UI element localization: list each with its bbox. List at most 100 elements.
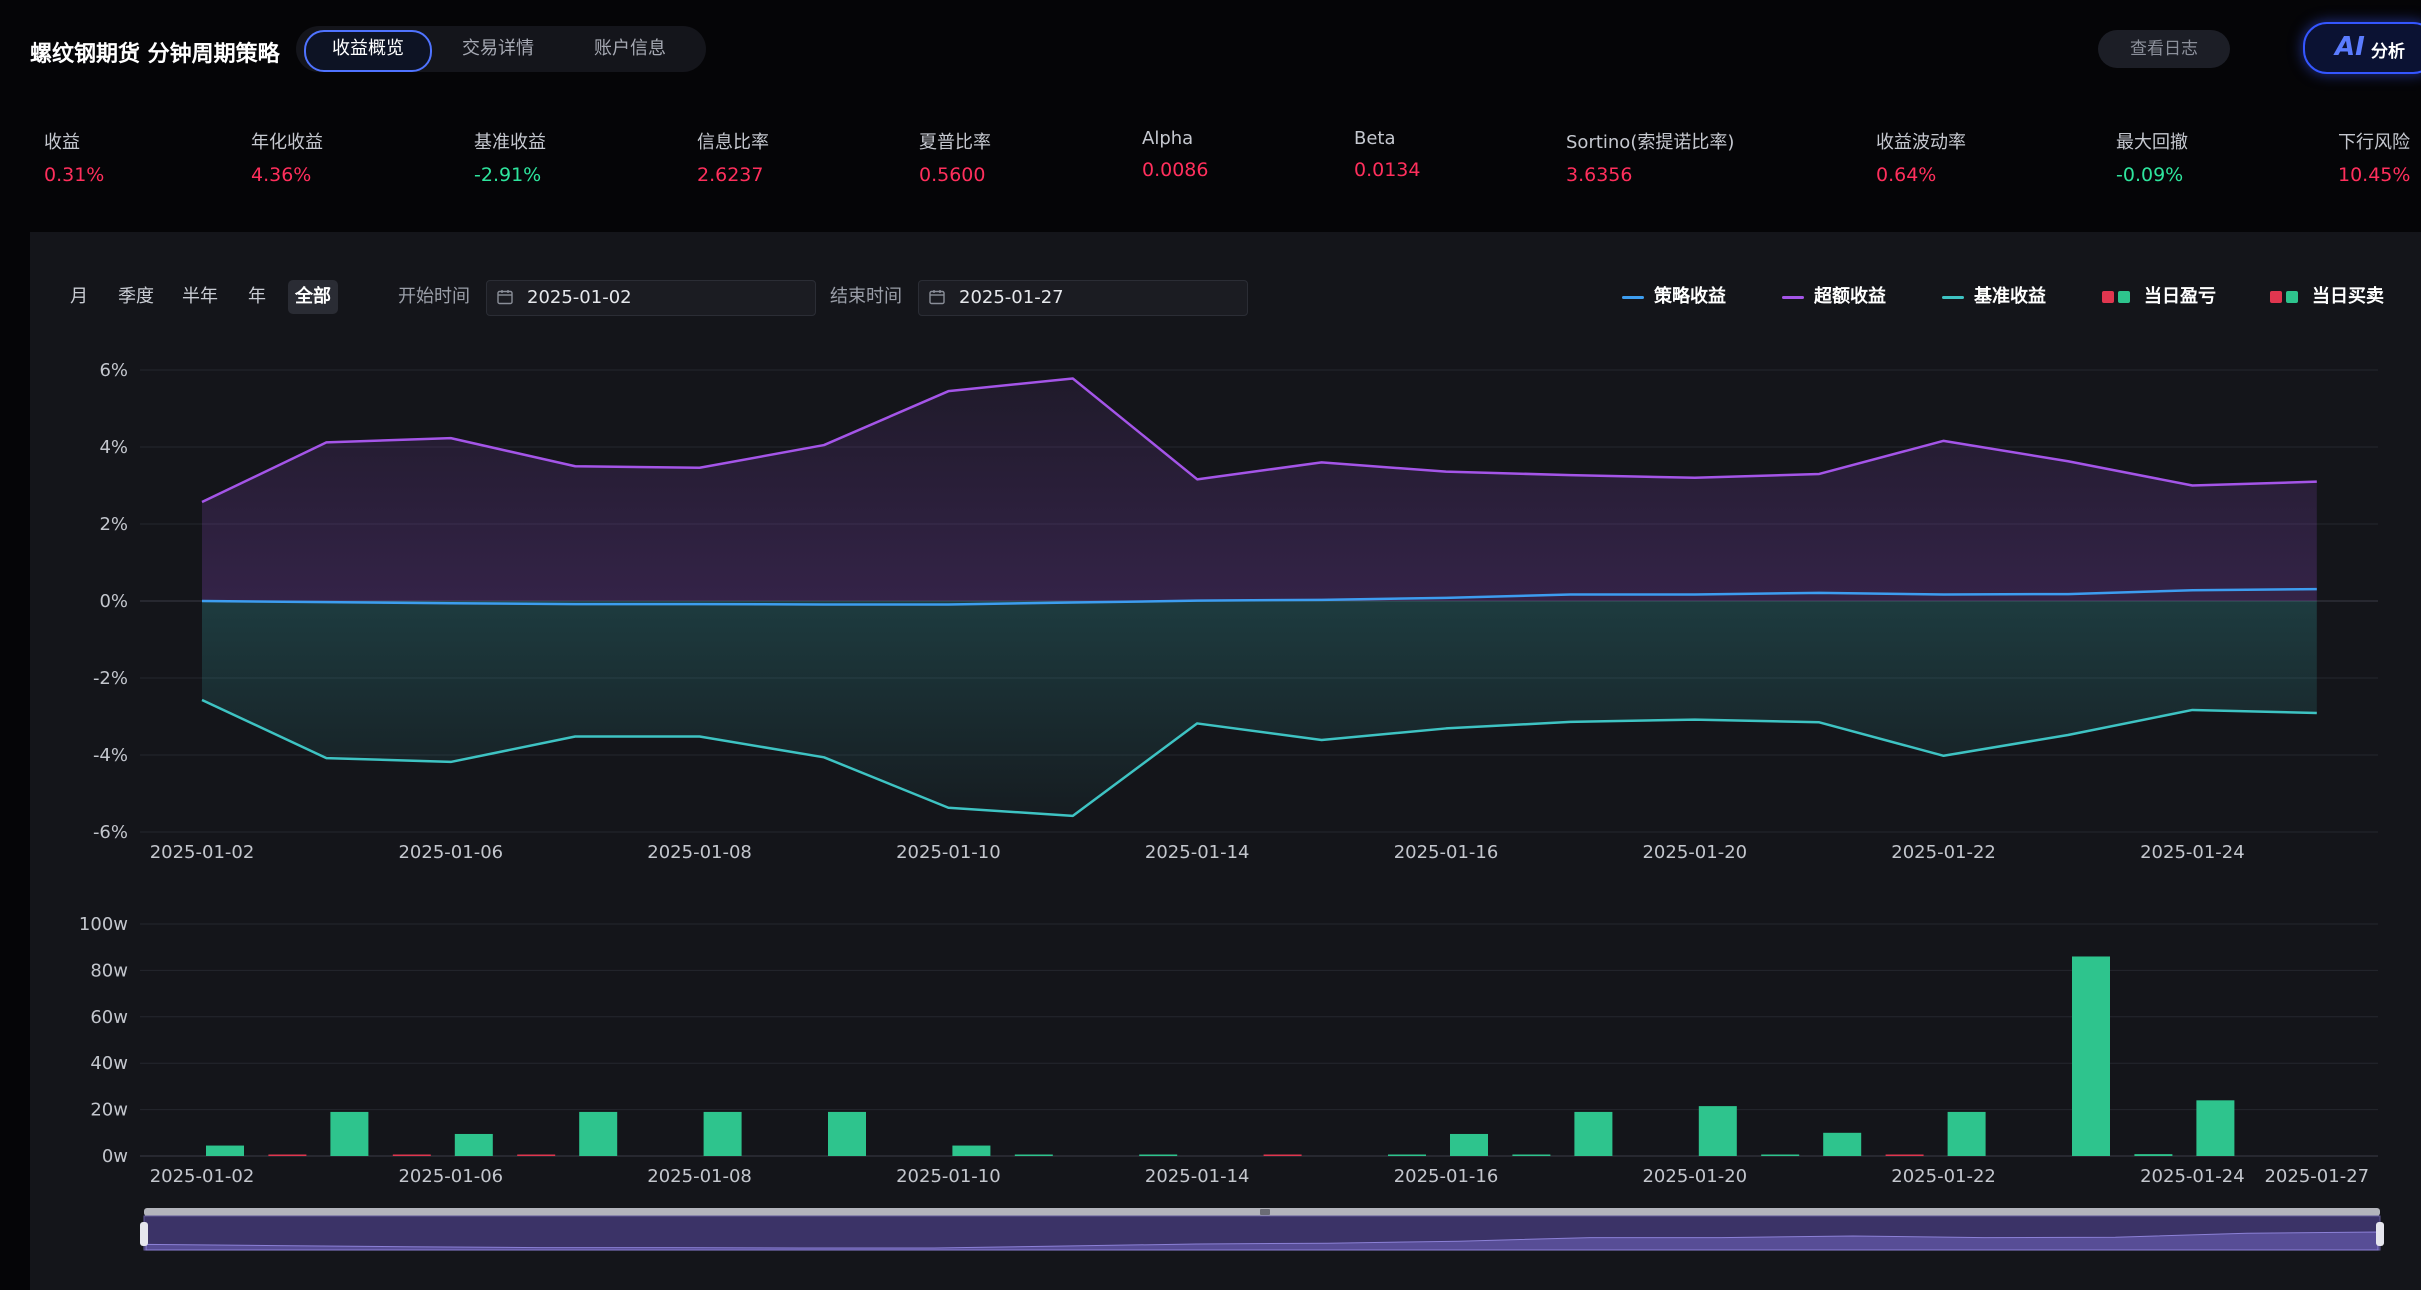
legend-strategy-label: 策略收益 — [1654, 286, 1726, 307]
ai-logo-icon: AI — [2335, 32, 2365, 62]
legend-excess-marker — [1782, 296, 1804, 299]
pnl-bar — [1761, 1154, 1800, 1156]
period-quarter[interactable]: 季度 — [118, 286, 154, 307]
x-tick-label: 2025-01-24 — [2140, 842, 2245, 863]
metric-label: 下行风险 — [2338, 132, 2410, 153]
metric-value: 4.36% — [251, 164, 312, 186]
trade-bar — [828, 1111, 866, 1156]
metric-label: 收益 — [44, 132, 80, 153]
y-tick-label: 0% — [99, 591, 128, 612]
app-title: 螺纹钢期货 分钟周期策略 — [30, 42, 280, 67]
end-date-label: 结束时间 — [830, 286, 902, 307]
range-handle-left — [140, 1222, 148, 1246]
pnl-bar — [1014, 1154, 1053, 1156]
y-tick-label: 0w — [102, 1146, 128, 1167]
metric-information-ratio: 信息比率 2.6237 — [697, 128, 769, 186]
metric-label: 夏普比率 — [919, 132, 991, 153]
trade-bar — [330, 1111, 369, 1156]
pnl-bar — [517, 1154, 556, 1156]
x-tick-label: 2025-01-06 — [398, 1166, 503, 1187]
y-tick-label: 60w — [90, 1007, 128, 1028]
metric-alpha: Alpha 0.0086 — [1142, 128, 1208, 181]
start-date-value: 2025-01-02 — [527, 287, 632, 308]
metric-value: 3.6356 — [1566, 164, 1633, 186]
excess-area — [202, 378, 2317, 601]
trade-bar — [1947, 1111, 1986, 1156]
x-tick-label: 2025-01-16 — [1394, 1166, 1499, 1187]
metric-label: 年化收益 — [251, 132, 323, 153]
trade-bar — [454, 1133, 493, 1156]
metric-label: Beta — [1354, 128, 1396, 149]
start-date-label: 开始时间 — [398, 286, 470, 307]
y-tick-label: -4% — [93, 745, 128, 766]
legend-daily-pnl[interactable]: 当日盈亏 — [2102, 284, 2216, 310]
ai-analysis-button[interactable]: AI 分析 — [2303, 22, 2421, 74]
y-tick-label: 100w — [79, 914, 128, 935]
y-tick-label: 40w — [90, 1053, 128, 1074]
metric-annual-return: 年化收益 4.36% — [251, 128, 323, 186]
view-log-button[interactable]: 查看日志 — [2098, 30, 2230, 68]
top-bar: 螺纹钢期货 分钟周期策略 收益概览 交易详情 账户信息 查看日志 AI 分析 — [0, 0, 2421, 100]
legend-benchmark[interactable]: 基准收益 — [1942, 284, 2046, 310]
y-tick-label: 20w — [90, 1100, 128, 1121]
pnl-bar — [1512, 1154, 1551, 1156]
start-date-input[interactable]: 2025-01-02 — [486, 280, 816, 316]
metric-label: 最大回撤 — [2116, 132, 2188, 153]
y-tick-label: 2% — [99, 514, 128, 535]
trade-bar — [703, 1111, 742, 1156]
legend-benchmark-marker — [1942, 296, 1964, 299]
pnl-bar — [2134, 1154, 2173, 1156]
range-slider-preview — [145, 1231, 2379, 1251]
period-year[interactable]: 年 — [248, 286, 266, 307]
x-tick-label: 2025-01-06 — [398, 842, 503, 863]
period-month[interactable]: 月 — [70, 286, 88, 307]
benchmark-line — [201, 698, 2317, 818]
metric-label: Alpha — [1142, 128, 1194, 149]
metric-label: Sortino(索提诺比率) — [1566, 132, 1735, 153]
returns-chart: -6% -4% -2% 0% 2% 4% 6% 2025-01-02 2025-01-06 202… — [79, 360, 2384, 1251]
trade-bar — [2072, 956, 2110, 1156]
pnl-bar — [1885, 1154, 1924, 1156]
legend-daily-pnl-label: 当日盈亏 — [2144, 286, 2216, 307]
x-tick-label: 2025-01-20 — [1642, 842, 1747, 863]
strategy-line — [201, 587, 2317, 606]
metric-beta: Beta 0.0134 — [1354, 128, 1420, 181]
range-handle-right — [2376, 1222, 2384, 1246]
metric-downside-risk: 下行风险 10.45% — [2338, 128, 2410, 186]
legend-profit-marker — [2118, 291, 2130, 303]
y-tick-label: -2% — [93, 668, 128, 689]
metric-volatility: 收益波动率 0.64% — [1876, 128, 1966, 186]
x-tick-label: 2025-01-14 — [1145, 1166, 1250, 1187]
range-drag-icon — [1260, 1209, 1270, 1215]
tab-trade-details[interactable]: 交易详情 — [462, 38, 534, 59]
x-tick-label: 2025-01-24 — [2140, 1166, 2245, 1187]
metric-value: 0.5600 — [919, 164, 986, 186]
pnl-bar — [1388, 1154, 1426, 1156]
legend-excess[interactable]: 超额收益 — [1782, 284, 1886, 310]
period-half-year[interactable]: 半年 — [182, 286, 218, 307]
legend-benchmark-label: 基准收益 — [1974, 286, 2046, 307]
period-all[interactable]: 全部 — [288, 280, 338, 314]
end-date-value: 2025-01-27 — [959, 287, 1064, 308]
x-tick-label: 2025-01-22 — [1891, 1166, 1996, 1187]
view-tabs: 收益概览 交易详情 账户信息 — [296, 26, 706, 72]
metric-value: 0.31% — [44, 164, 105, 186]
metric-sharpe-ratio: 夏普比率 0.5600 — [919, 128, 991, 186]
trade-bar — [579, 1111, 618, 1156]
metric-sortino: Sortino(索提诺比率) 3.6356 — [1566, 128, 1734, 186]
legend-daily-trade-label: 当日买卖 — [2312, 286, 2384, 307]
y-tick-label: 80w — [90, 960, 128, 981]
calendar-icon — [929, 290, 945, 305]
legend-strategy[interactable]: 策略收益 — [1622, 284, 1726, 310]
tab-overview[interactable]: 收益概览 — [304, 30, 432, 72]
end-date-input[interactable]: 2025-01-27 — [918, 280, 1248, 316]
tab-account-info[interactable]: 账户信息 — [594, 38, 666, 59]
metric-value: 2.6237 — [697, 164, 764, 186]
ai-analysis-label: 分析 — [2371, 42, 2405, 62]
excess-line — [201, 377, 2317, 504]
legend-excess-label: 超额收益 — [1814, 286, 1886, 307]
metric-value: 10.45% — [2338, 164, 2411, 186]
legend-loss-marker — [2270, 291, 2282, 303]
x-tick-label: 2025-01-10 — [896, 1166, 1001, 1187]
legend-daily-trade[interactable]: 当日买卖 — [2270, 284, 2384, 310]
